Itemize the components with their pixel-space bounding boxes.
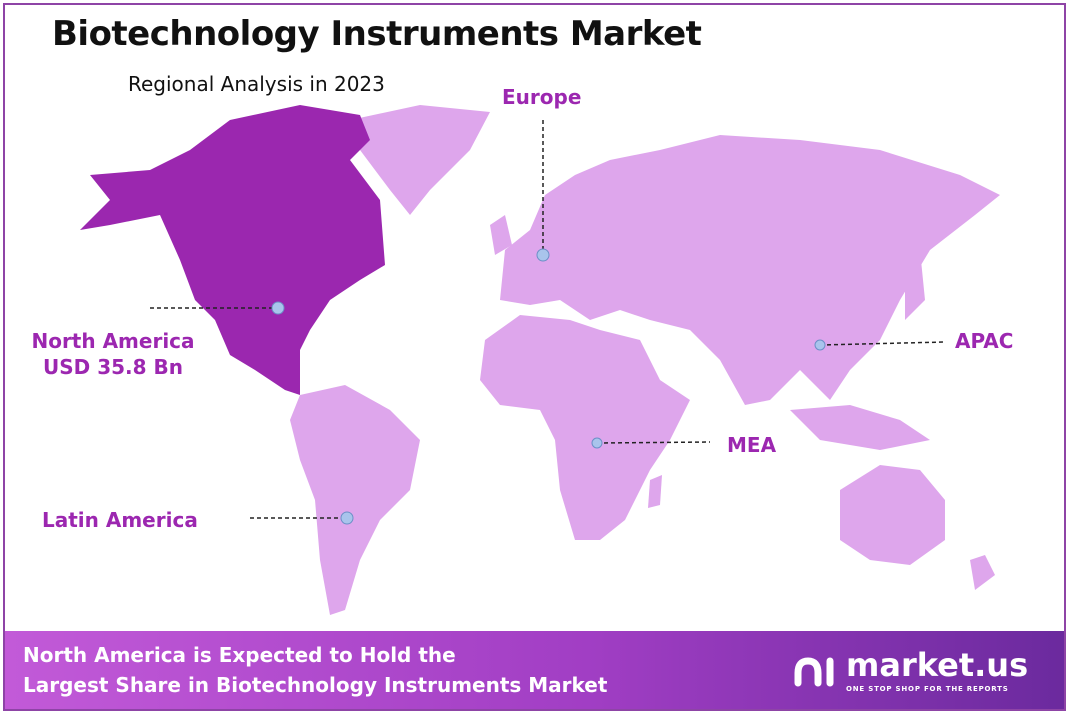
page-subtitle: Regional Analysis in 2023 — [128, 72, 385, 96]
footer-banner: North America is Expected to Hold the La… — [5, 631, 1064, 709]
page-title: Biotechnology Instruments Market — [52, 14, 702, 54]
logo-name: market.us — [846, 646, 1029, 684]
label-north-america: North America USD 35.8 Bn — [13, 328, 213, 380]
africa — [480, 315, 690, 540]
marker-north-america — [271, 301, 285, 315]
japan — [905, 250, 925, 320]
eurasia — [500, 135, 1000, 405]
marker-mea — [591, 437, 603, 449]
marker-europe — [536, 248, 550, 262]
region-name: North America — [31, 329, 195, 353]
frame — [3, 3, 1066, 711]
label-europe: Europe — [502, 85, 582, 109]
label-latin-america: Latin America — [42, 508, 198, 532]
banner-line-2: Largest Share in Biotechnology Instrumen… — [23, 673, 608, 697]
marker-apac — [814, 339, 826, 351]
market-us-logo: market.us ONE STOP SHOP FOR THE REPORTS — [792, 643, 1052, 699]
marker-latin-america — [340, 511, 354, 525]
label-mea: MEA — [727, 433, 777, 457]
madagascar — [648, 475, 662, 508]
leader-mea — [596, 441, 711, 444]
banner-line-1: North America is Expected to Hold the — [23, 643, 456, 667]
new-zealand — [970, 555, 995, 590]
banner-text: North America is Expected to Hold the La… — [23, 640, 763, 700]
uk — [490, 215, 512, 255]
logo-tagline: ONE STOP SHOP FOR THE REPORTS — [846, 685, 1009, 693]
indonesia — [790, 405, 930, 450]
logo-words: market.us ONE STOP SHOP FOR THE REPORTS — [846, 648, 1028, 694]
greenland — [350, 105, 490, 215]
logo-icon — [794, 657, 834, 687]
region-value: USD 35.8 Bn — [43, 355, 183, 379]
south-america — [290, 385, 420, 615]
north-america-region — [80, 105, 385, 395]
australia — [840, 465, 945, 565]
label-apac: APAC — [955, 329, 1014, 353]
